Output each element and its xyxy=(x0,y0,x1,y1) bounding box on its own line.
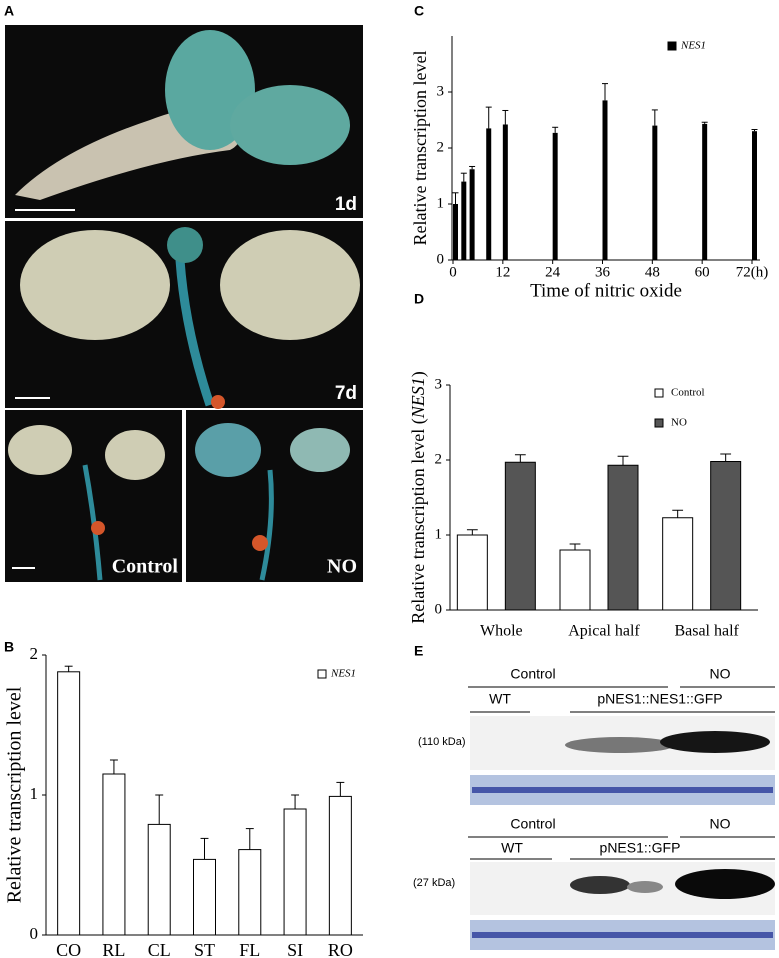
x-tick-label: CO xyxy=(56,940,81,958)
y-tick-label: 2 xyxy=(30,644,39,663)
y-tick-label: 3 xyxy=(435,376,443,392)
panel-label: B xyxy=(4,639,14,655)
blot-group: NO xyxy=(710,666,731,682)
bar xyxy=(702,123,708,260)
bar xyxy=(607,464,639,611)
y-tick-label: 1 xyxy=(30,784,39,803)
blot-group: Control xyxy=(510,816,555,832)
panel-label: C xyxy=(414,3,424,19)
x-tick-label: Apical half xyxy=(568,623,640,640)
bar xyxy=(752,131,757,260)
bar xyxy=(469,169,475,260)
photo-label: 1d xyxy=(335,194,357,215)
y-tick-label: 1 xyxy=(435,526,443,542)
y-tick-label: 1 xyxy=(437,195,445,211)
legend-swatch xyxy=(317,669,327,679)
blot-size: (27 kDa) xyxy=(413,877,455,889)
bar xyxy=(559,549,591,611)
y-axis-label-part: ) xyxy=(408,371,429,377)
y-axis-label-part: NES1 xyxy=(408,377,428,419)
y-axis-label: Relative transcription level xyxy=(4,686,26,903)
x-tick-label: 0 xyxy=(449,264,457,280)
x-tick-label: 24 xyxy=(545,264,561,280)
bar xyxy=(662,517,694,611)
legend-label: NO xyxy=(671,417,687,429)
bar xyxy=(147,823,171,936)
x-tick-label: Whole xyxy=(480,623,523,640)
blot-group: Control xyxy=(510,666,555,682)
x-tick-label: 72(h) xyxy=(736,264,769,280)
bar xyxy=(453,204,458,260)
legend-swatch xyxy=(667,41,677,51)
bar xyxy=(552,132,558,260)
bar xyxy=(710,461,742,611)
x-tick-label: ST xyxy=(194,940,215,958)
x-axis-label: Time of nitric oxide xyxy=(530,280,682,301)
bar xyxy=(456,534,488,611)
y-tick-label: 2 xyxy=(437,139,445,155)
photo-label: 7d xyxy=(335,383,357,404)
blot-lane: pNES1::GFP xyxy=(600,840,681,856)
bar xyxy=(502,124,508,260)
panel-label: A xyxy=(4,3,14,19)
blot-lane: pNES1::NES1::GFP xyxy=(597,691,722,707)
x-tick-label: RO xyxy=(328,940,353,958)
bar xyxy=(193,858,216,936)
panel-label: E xyxy=(414,643,423,659)
x-tick-label: Basal half xyxy=(674,623,739,640)
y-tick-label: 0 xyxy=(435,601,443,617)
x-tick-label: 36 xyxy=(595,264,611,280)
bar xyxy=(602,100,608,261)
blot-lane: WT xyxy=(501,840,523,856)
chart: 0 1 2 Relative transcription level CO RL CL ST F… xyxy=(4,644,363,958)
bar xyxy=(102,773,126,936)
photo-panel xyxy=(5,25,363,582)
bar xyxy=(283,808,307,936)
x-tick-label: 12 xyxy=(495,264,510,280)
bar xyxy=(461,181,467,260)
blot-group: NO xyxy=(710,816,731,832)
x-tick-label: FL xyxy=(239,940,260,958)
y-axis-label: Relative transcription level (NES1) xyxy=(408,371,429,623)
blot-lane: WT xyxy=(489,691,511,707)
panel-label: D xyxy=(414,291,424,307)
bar xyxy=(328,795,352,936)
x-tick-label: 48 xyxy=(645,264,660,280)
legend-swatch xyxy=(654,418,664,428)
y-tick-label: 0 xyxy=(437,251,445,267)
x-tick-label: RL xyxy=(102,940,125,958)
y-tick-label: 3 xyxy=(437,83,445,99)
bar xyxy=(238,849,262,936)
bar xyxy=(486,128,492,260)
blot-panel: Control NO WT pNES1::NES1::GFP (110 kDa)… xyxy=(413,666,775,950)
y-tick-label: 2 xyxy=(435,451,443,467)
bar xyxy=(504,461,536,611)
blot-size: (110 kDa) xyxy=(418,736,465,748)
y-axis-label: Relative transcription level xyxy=(410,51,430,246)
bar xyxy=(652,125,658,260)
photo-label: Control xyxy=(112,556,179,578)
bar xyxy=(57,671,81,936)
y-tick-label: 0 xyxy=(30,924,39,943)
chart: 0 1 2 3 Relative transcription level (NES1) W… xyxy=(408,371,758,640)
x-tick-label: CL xyxy=(148,940,171,958)
legend-label: Control xyxy=(671,387,705,399)
x-tick-label: SI xyxy=(287,940,303,958)
photo-label: NO xyxy=(327,556,357,578)
x-tick-label: 60 xyxy=(695,264,710,280)
legend-label: NES1 xyxy=(330,668,356,680)
legend-swatch xyxy=(654,388,664,398)
y-axis-label-part: Relative transcription level ( xyxy=(408,418,429,623)
legend-label: NES1 xyxy=(680,40,706,52)
